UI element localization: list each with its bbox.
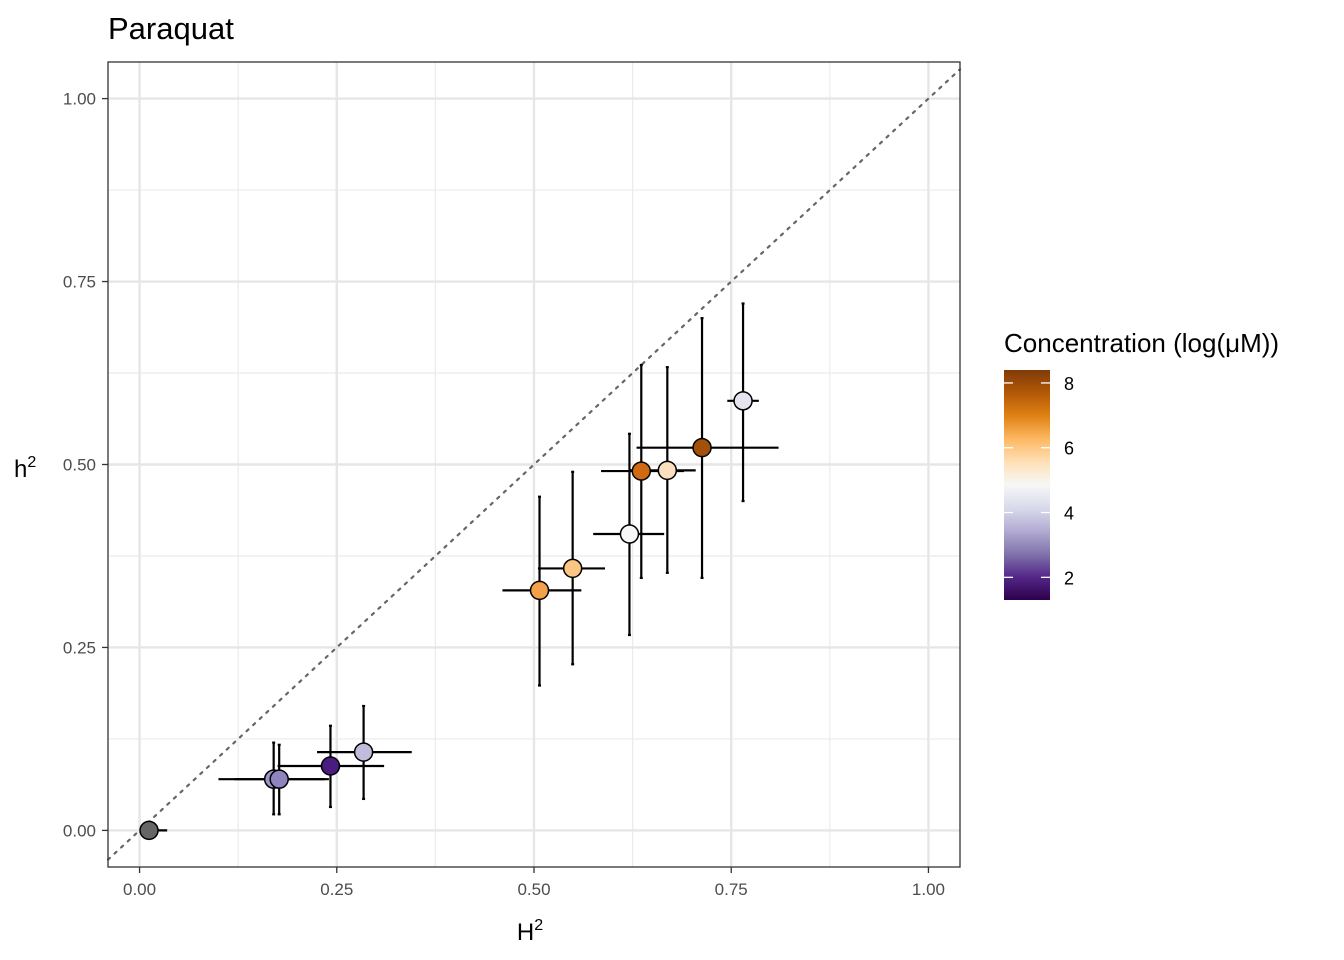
legend-title: Concentration (log(μM)) [1004,328,1279,358]
x-tick-label: 0.75 [715,880,748,899]
data-point [353,742,374,762]
x-tick-label: 1.00 [912,880,945,899]
y-axis-title-text: h [14,456,27,483]
data-point [562,558,583,579]
chart-title: Paraquat [108,11,234,46]
x-tick-label: 0.50 [517,880,550,899]
legend-tick-label: 2 [1064,568,1074,588]
y-axis-title: h2 [14,454,36,483]
plot-panel [106,61,962,868]
legend-tick-label: 6 [1064,439,1074,459]
x-tick-label: 0.00 [123,880,156,899]
data-point [619,524,640,544]
x-axis-title-superscript: 2 [534,917,543,934]
data-point [692,437,712,458]
x-axis-title-text: H [517,919,534,946]
data-point [269,769,289,789]
legend-colorbar [1004,370,1050,600]
grid-major [108,62,960,867]
y-tick-label: 0.25 [63,638,96,657]
x-tick-label: 0.25 [320,880,353,899]
y-axis: 0.00 0.25 0.50 0.75 1.00 [63,90,108,840]
data-point [657,460,678,481]
y-tick-label: 0.50 [63,456,96,475]
legend-tick-label: 8 [1064,374,1074,394]
data-point [529,580,550,601]
y-axis-title-superscript: 2 [27,454,36,471]
data-point [631,461,652,481]
legend: Concentration (log(μM)) 2 4 6 8 [1004,328,1279,600]
x-axis: 0.00 0.25 0.50 0.75 1.00 [123,867,945,899]
y-tick-label: 0.00 [63,821,96,840]
y-tick-label: 0.75 [63,273,96,292]
x-axis-title: H2 [517,917,543,946]
data-points [139,391,753,841]
data-point [320,756,341,776]
legend-tick-label: 4 [1064,504,1074,524]
y-tick-label: 1.00 [63,90,96,109]
legend-ticks: 2 4 6 8 [1004,374,1074,588]
data-point [139,820,159,841]
data-point [733,391,753,411]
